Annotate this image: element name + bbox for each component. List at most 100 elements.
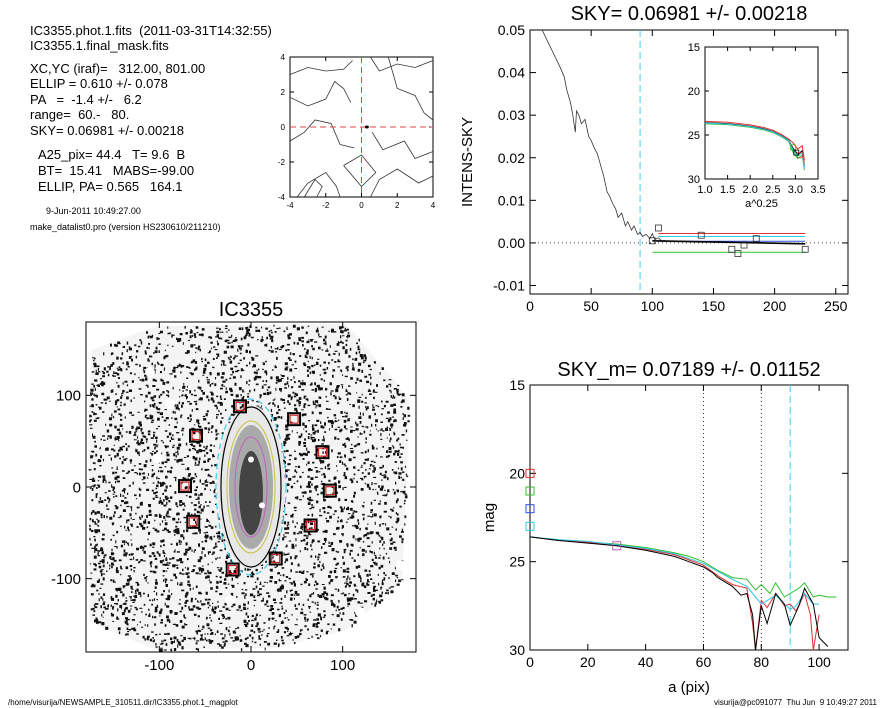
galaxy-mid-ellipse — [226, 420, 276, 554]
image-bright-spot — [165, 399, 175, 409]
date-line: 9-Jun-2011 10:49:27.00 — [46, 206, 141, 216]
contour-xtick-label: -2 — [322, 201, 330, 210]
inset-frame — [704, 46, 819, 180]
contour-line — [343, 154, 377, 188]
sky-line: SKY= 0.06981 +/- 0.00218 — [30, 123, 184, 138]
galaxy-image-panel: IC3355 -100 0 100 -100 0 100 — [51, 299, 417, 674]
program-line: make_datalist0.pro (version HS230610/211… — [30, 222, 221, 232]
contour-line — [296, 171, 341, 198]
contour-line — [289, 119, 355, 149]
contour-line — [303, 178, 323, 198]
mag-profile-xtick-label: 60 — [696, 654, 712, 670]
sky-box-inner — [191, 431, 201, 441]
sky-profile-point — [801, 245, 809, 253]
sky-profile-panel: SKY= 0.06981 +/- 0.00218 INTENS-SKY 0 50 100… — [459, 3, 849, 314]
sky-profile-ytick-label: 0.02 — [498, 150, 525, 166]
inset-xlabel: a^0.25 — [745, 198, 778, 210]
contour-xtick-label: 0 — [359, 201, 364, 210]
sky-box-inner — [228, 564, 238, 575]
sky-box-inner — [188, 517, 198, 527]
sky-box-inner — [180, 481, 190, 491]
mag-profile-marker — [612, 541, 622, 551]
mag-profile-xtick-label: 80 — [753, 654, 769, 670]
sky-profile-xtick-label: 150 — [702, 298, 726, 314]
sky-profile-point — [655, 224, 662, 232]
contour-xtick-label: -4 — [286, 201, 294, 210]
sky-box-outer — [225, 562, 240, 577]
mag-profile-title: SKY_m= 0.07189 +/- 0.01152 — [557, 359, 820, 381]
mag-profile-ytick-label: 25 — [509, 554, 525, 570]
mag-profile-frame — [529, 384, 849, 651]
image-bright-spot — [145, 367, 155, 377]
image-noise — [88, 324, 411, 652]
sky-box-outer — [287, 412, 302, 427]
mag-profile-ytick-label: 30 — [509, 642, 525, 658]
file-name-line: IC3355.phot.1.fits (2011-03-31T14:32:55) — [30, 23, 272, 38]
sky-profile-point — [648, 237, 656, 245]
inset-point — [790, 144, 797, 151]
sky-profile-point — [734, 250, 742, 257]
center-contour-panel: -4 -2 0 2 4 -4 -2 0 2 4 — [278, 53, 436, 210]
contour-ytick-label: 2 — [281, 88, 286, 97]
sky-box-outer — [315, 445, 330, 460]
range-line: range= 60.- 80. — [30, 107, 130, 122]
mag-profile-ytick-label: 15 — [509, 377, 525, 393]
mag-profile-marker — [525, 521, 535, 531]
contour-xtick-label: 4 — [431, 201, 436, 210]
sky-box-outer — [233, 399, 247, 414]
contour-line — [370, 56, 434, 72]
sky-box-outer — [189, 428, 203, 443]
inset-xtick-label: 3.0 — [788, 184, 803, 196]
ellip-pa-line: ELLIP, PA= 0.565 164.1 — [38, 179, 183, 194]
image-bright-spot — [395, 560, 405, 570]
contour-ytick-label: -2 — [278, 158, 286, 167]
inset-ytick-label: 25 — [688, 130, 700, 142]
sky-box-inner — [271, 553, 281, 564]
mag-profile-xtick-label: 40 — [638, 654, 654, 670]
contour-center-peak — [364, 125, 369, 129]
sky-profile-point — [697, 231, 705, 239]
galaxy-image-title: IC3355 — [219, 299, 284, 321]
center-coords-line: XC,YC (iraf)= 312.00, 801.00 — [30, 61, 206, 76]
sky-profile-xtick-label: 0 — [526, 298, 534, 314]
galaxy-image-ytick-label: -100 — [51, 571, 81, 588]
sky-profile-xtick-label: 200 — [763, 298, 787, 314]
contour-ytick-label: 4 — [281, 53, 286, 62]
bt-line: BT= 15.41 MABS=-99.00 — [38, 163, 195, 178]
mask-name-line: IC3355.1.final_mask.fits — [30, 38, 169, 53]
image-field — [88, 324, 411, 652]
galaxy-image-ytick-label: 100 — [56, 388, 81, 405]
mag-profile-panel: SKY_m= 0.07189 +/- 0.01152 a (pix) mag 0 20 4… — [481, 359, 849, 696]
contour-line — [289, 80, 352, 107]
sky-box-outer — [322, 483, 337, 498]
sky-profile-point — [728, 245, 736, 253]
galaxy-outer-ellipse — [220, 406, 282, 568]
sky-profile-ylabel: INTENS-SKY — [459, 117, 476, 207]
inset-point — [797, 152, 803, 159]
galaxy-cyan-ellipse — [215, 398, 287, 576]
mag-profile-marker — [525, 486, 535, 496]
mag-profile-xtick-label: 100 — [807, 654, 831, 670]
sky-box-inner — [289, 414, 299, 424]
contour-xtick-label: 2 — [395, 201, 400, 210]
mag-profile-xtick-label: 0 — [526, 654, 534, 670]
inset-curve — [704, 120, 805, 161]
sky-profile-xtick-label: 100 — [641, 298, 665, 314]
contour-line — [370, 168, 434, 198]
sky-profile-point — [740, 241, 748, 249]
galaxy-star — [248, 456, 254, 463]
sky-box-outer — [303, 518, 318, 533]
galaxy-image-ytick-label: 0 — [73, 479, 81, 496]
image-bright-spot — [225, 595, 235, 605]
galaxy-image-xtick-label: -100 — [144, 657, 174, 674]
sky-box-outer — [268, 551, 283, 566]
footer-user-date: visurija@pc091077 Thu Jun 9 10:49:27 201… — [713, 698, 877, 707]
image-bright-spot — [153, 453, 163, 463]
sky-profile-ytick-label: 0.05 — [498, 22, 525, 38]
contour-ytick-label: -4 — [278, 193, 286, 202]
sky-box-inner — [305, 520, 316, 531]
inset-xtick-label: 1.5 — [720, 184, 735, 196]
inset-xtick-label: 1.0 — [697, 184, 712, 196]
ellipticity-line: ELLIP = 0.610 +/- 0.078 — [30, 76, 168, 91]
